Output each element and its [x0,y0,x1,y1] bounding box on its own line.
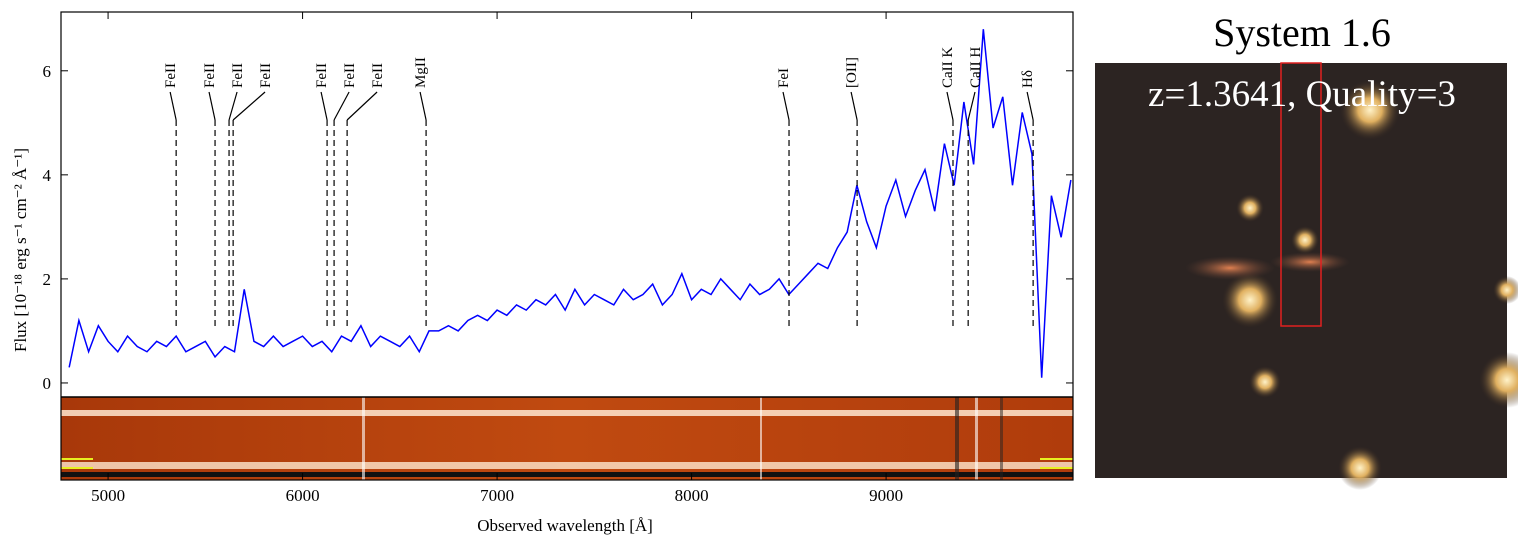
x-axis-label: Observed wavelength [Å] [477,516,653,535]
line-label: FeII [342,63,358,88]
line-label: CaII H [968,47,984,88]
x-tick-label: 5000 [91,486,125,505]
line-connector [782,91,790,121]
plot-area [68,29,1072,378]
line-label: FeII [258,63,274,88]
spectrum-2d [61,397,1073,480]
y-tick-label: 6 [43,62,52,81]
line-connector [850,91,858,121]
x-tick-label: 8000 [675,486,709,505]
line-connector [967,91,976,121]
image-title: System 1.6 [1213,10,1391,55]
line-connector [333,91,350,121]
line-label: FeII [314,63,330,88]
line-label: MgII [413,57,429,88]
image-caption: z=1.3641, Quality=3 [1148,74,1456,115]
spectrum-line [68,29,1072,378]
line-connector [1026,91,1034,121]
line-label: Hδ [1020,70,1036,88]
image-panel [1095,62,1518,490]
x-tick-label: 9000 [869,486,903,505]
line-connector [228,91,238,121]
line-connector [232,91,266,121]
line-label: FeII [370,63,386,88]
x-tick-label: 7000 [480,486,514,505]
line-label: FeII [163,63,179,88]
line-connector [320,91,328,121]
line-connector [208,91,216,121]
line-label: CaII K [940,47,956,88]
line-label: FeII [230,63,246,88]
line-connector [169,91,177,121]
line-connector [346,91,378,121]
y-tick-label: 4 [43,166,52,185]
line-label: FeI [776,68,792,88]
y-tick-label: 0 [43,374,52,393]
line-connector [419,91,427,121]
x-tick-label: 6000 [286,486,320,505]
y-tick-label: 2 [43,270,52,289]
line-connector [946,91,954,121]
line-label: [OII] [844,57,860,88]
y-axis-label: Flux [10⁻¹⁸ erg s⁻¹ cm⁻² Å⁻¹] [11,148,30,352]
plot-frame [60,11,1074,481]
line-label: FeII [202,63,218,88]
